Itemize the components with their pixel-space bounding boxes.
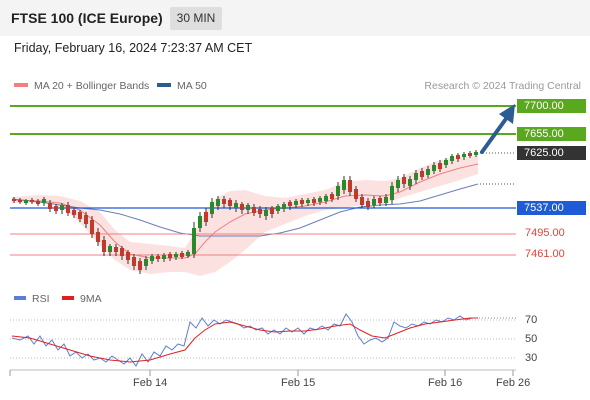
ma9-swatch xyxy=(62,296,74,301)
x-label-feb16: Feb 16 xyxy=(428,377,463,389)
price-tag-pivot: 7537.00 xyxy=(517,201,586,215)
research-credit: Research © 2024 Trading Central xyxy=(424,80,581,92)
x-label-feb15: Feb 15 xyxy=(281,377,316,389)
rsi-ma9-line xyxy=(11,317,478,363)
price-tag-last: 7625.00 xyxy=(517,146,586,160)
rsi-tick-50: 50 xyxy=(525,333,538,345)
ma20-line xyxy=(11,163,479,259)
timeframe-badge[interactable]: 30 MIN xyxy=(170,7,222,30)
legend-rsi: RSI xyxy=(14,293,50,305)
instrument-title: FTSE 100 (ICE Europe) xyxy=(11,10,163,26)
rsi-tick-70: 70 xyxy=(525,314,538,326)
chart-header: FTSE 100 (ICE Europe) 30 MIN xyxy=(0,0,590,36)
ma50-swatch xyxy=(157,83,171,88)
price-tag-r2: 7700.00 xyxy=(517,99,586,113)
ma50-line xyxy=(11,183,479,237)
legend-bollinger: MA 20 + Bollinger Bands xyxy=(14,80,149,92)
bollinger-swatch xyxy=(14,83,28,88)
rsi-tick-30: 30 xyxy=(525,352,538,364)
forecast-arrow xyxy=(480,104,515,154)
legend-ma50-label: MA 50 xyxy=(177,80,207,92)
legend-ma50: MA 50 xyxy=(157,80,207,92)
x-axis xyxy=(9,369,516,376)
bollinger-band xyxy=(12,156,478,276)
x-label-feb14: Feb 14 xyxy=(133,377,168,389)
chart-timestamp: Friday, February 16, 2024 7:23:37 AM CET xyxy=(14,41,253,55)
x-label-feb26: Feb 26 xyxy=(496,377,531,389)
price-tag-s2: 7461.00 xyxy=(525,248,565,260)
legend-bollinger-label: MA 20 + Bollinger Bands xyxy=(34,80,150,92)
price-tag-s1: 7495.00 xyxy=(525,227,565,239)
price-tag-r1: 7655.00 xyxy=(517,127,586,141)
legend-rsi-label: RSI xyxy=(32,293,50,305)
legend-ma9-label: 9MA xyxy=(80,293,102,305)
legend-ma9: 9MA xyxy=(62,293,102,305)
candles xyxy=(12,150,478,274)
rsi-swatch xyxy=(14,296,26,301)
rsi-panel xyxy=(10,313,516,367)
